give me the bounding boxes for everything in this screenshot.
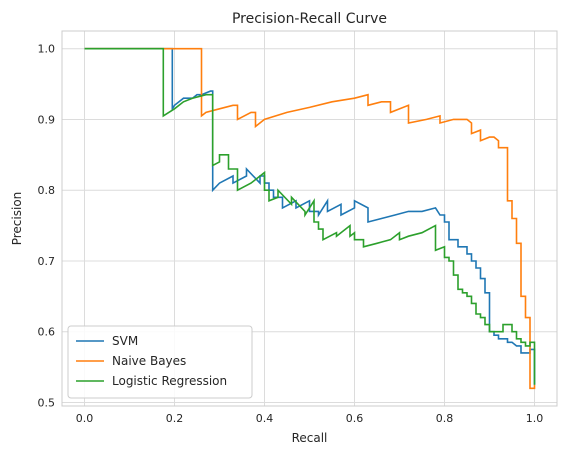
series-layer: [84, 47, 536, 390]
plot-frame: [61, 30, 558, 407]
x-tick-label: 0.0: [76, 412, 94, 425]
y-axis-label: Precision: [10, 192, 24, 246]
legend-label: Logistic Regression: [112, 374, 227, 388]
series-line-svm: [84, 47, 536, 385]
legend-label: Naive Bayes: [112, 354, 186, 368]
y-tick-label: 1.0: [38, 43, 56, 56]
x-tick-label: 0.8: [436, 412, 454, 425]
y-tick-label: 0.7: [38, 255, 56, 268]
chart-title: Precision-Recall Curve: [232, 11, 387, 27]
x-tick-label: 0.2: [166, 412, 184, 425]
y-tick-label: 0.6: [38, 326, 56, 339]
x-tick-label: 1.0: [526, 412, 544, 425]
legend: SVM Naive Bayes Logistic Regression: [67, 325, 253, 399]
x-tick-labels: 0.0 0.2 0.4 0.6 0.8 1.0: [76, 412, 544, 425]
x-axis-label: Recall: [292, 431, 328, 445]
legend-box: [67, 325, 253, 399]
series-line-logistic-regression: [84, 47, 536, 385]
y-tick-label: 0.8: [38, 184, 56, 197]
legend-label: SVM: [112, 334, 138, 348]
y-tick-label: 0.5: [38, 396, 56, 409]
y-tick-label: 0.9: [38, 113, 56, 126]
x-tick-label: 0.6: [346, 412, 364, 425]
series-line-naive-bayes: [84, 47, 536, 390]
y-tick-labels: 0.5 0.6 0.7 0.8 0.9 1.0: [38, 43, 56, 410]
x-tick-label: 0.4: [256, 412, 274, 425]
